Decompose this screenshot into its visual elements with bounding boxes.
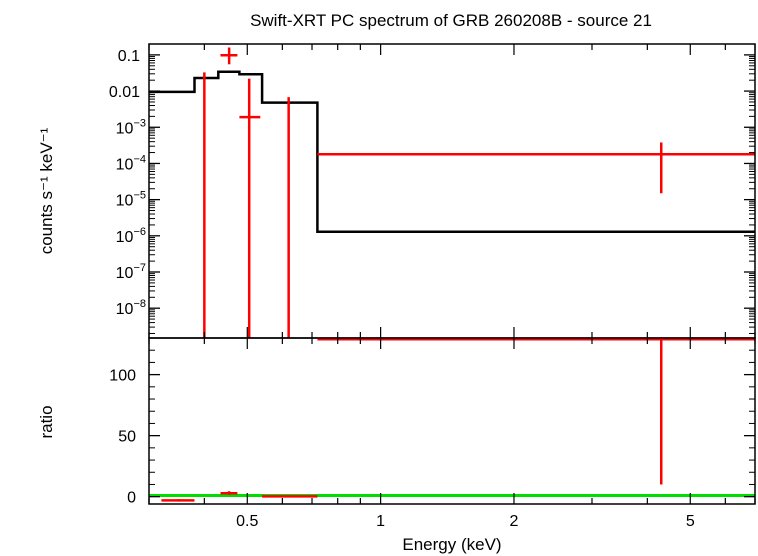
ratio-y-tick-label: 100 [109, 368, 136, 385]
x-tick-label: 1 [376, 513, 385, 530]
ratio-data-point [262, 495, 318, 498]
model-step-line [149, 70, 755, 233]
chart-title: Swift-XRT PC spectrum of GRB 260208B - s… [250, 11, 652, 30]
spectrum-y-axis-title: counts s⁻¹ keV⁻¹ [37, 127, 56, 254]
x-tick-label: 5 [686, 513, 695, 530]
spectrum-marks [149, 47, 755, 338]
ratio-marks [149, 337, 755, 502]
ratio-y-tick-label: 0 [127, 490, 136, 507]
ratio-y-tick-label: 50 [118, 429, 136, 446]
ratio-data-point [317, 337, 755, 485]
spectrum-y-tick-label: 0.01 [109, 84, 140, 101]
ratio-frame [148, 337, 756, 505]
ratio-data-point [220, 491, 238, 495]
x-axis-title: Energy (keV) [402, 535, 501, 554]
x-tick-label: 0.5 [236, 513, 258, 530]
spectrum-data-point [317, 142, 755, 194]
x-tick-label: 2 [510, 513, 519, 530]
ratio-y-axis-title: ratio [37, 405, 56, 438]
spectrum-y-tick-label: 0.1 [118, 48, 140, 65]
spectrum-data-point [220, 47, 238, 65]
spectrum-data-point [239, 78, 261, 338]
ratio-data-point [161, 499, 195, 502]
